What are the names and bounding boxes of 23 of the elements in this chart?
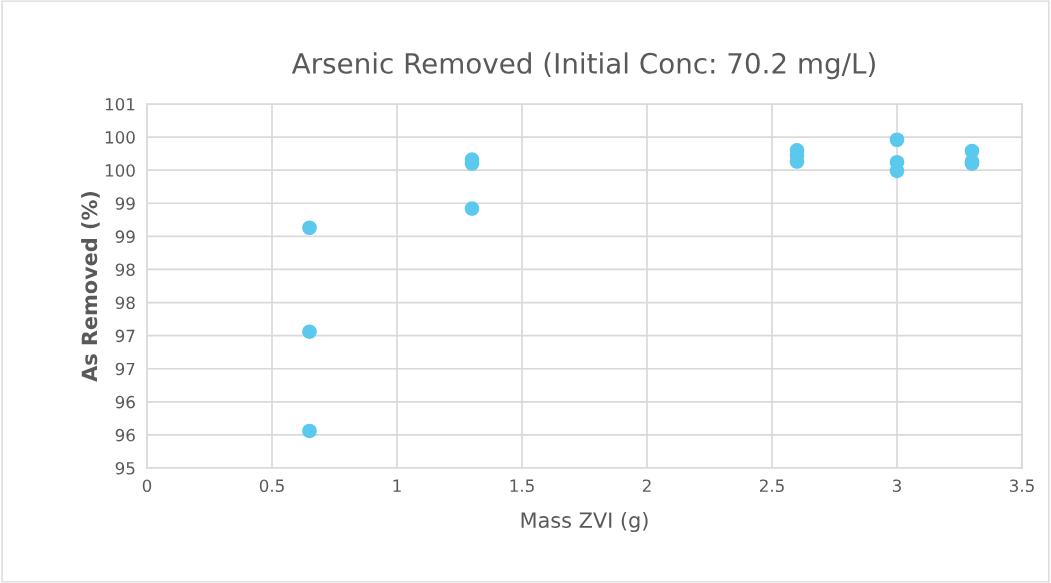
y-tick-label: 96: [115, 395, 135, 409]
x-tick-label: 1: [393, 479, 401, 492]
y-tick-label: 97: [115, 362, 135, 376]
y-tick-label: 100: [105, 131, 135, 144]
y-tick-label: 95: [115, 461, 135, 475]
y-tick-label: 98: [115, 296, 135, 310]
y-tick-label: 99: [115, 197, 135, 210]
y-axis-title: As Removed (%): [81, 191, 100, 382]
x-tick-label: 3.5: [1010, 479, 1034, 493]
x-tick-label: 0: [142, 479, 152, 493]
y-tick-label: 101: [105, 97, 135, 111]
chart-title: Arsenic Removed (Initial Conc: 70.2 mg/L): [291, 52, 875, 80]
x-tick-label: 1.5: [510, 479, 534, 493]
x-tick-label: 2: [642, 479, 651, 492]
y-tick-label: 97: [115, 329, 135, 343]
x-tick-label: 2.5: [759, 479, 784, 493]
x-axis-title: Mass ZVI (g): [521, 511, 648, 533]
x-tick-label: 3: [892, 479, 901, 493]
y-tick-label: 99: [115, 230, 135, 243]
y-tick-label: 96: [115, 428, 135, 442]
y-tick-label: 98: [115, 263, 135, 277]
y-tick-label: 100: [105, 164, 135, 177]
x-tick-label: 0.5: [259, 479, 284, 493]
